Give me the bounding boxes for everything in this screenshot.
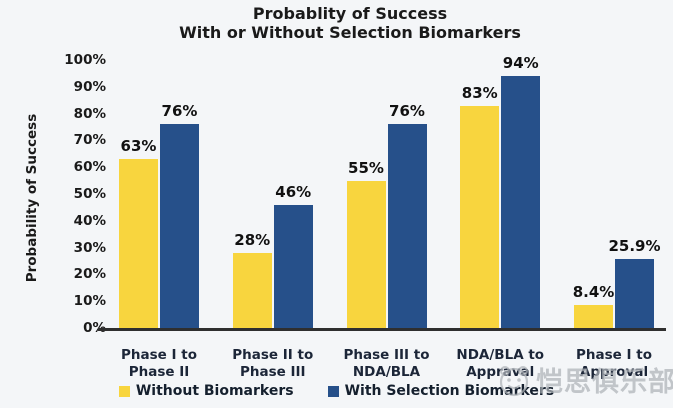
y-tick-label: 20%: [73, 266, 106, 283]
x-category-label: Phase III to NDA/BLA: [343, 347, 430, 380]
y-tick-label: 100%: [64, 52, 106, 68]
bar-with-biomarkers: [501, 76, 541, 328]
x-axis-line: [98, 328, 666, 331]
chart-title: Probablity of Success With or Without Se…: [26, 4, 673, 42]
legend-item-without-biomarkers: Without Biomarkers: [118, 383, 294, 399]
y-axis-title: Probability of Success: [24, 113, 40, 283]
bar-value-label: 55%: [348, 159, 384, 177]
bar-value-label: 63%: [120, 137, 157, 155]
y-tick-label: 30%: [73, 239, 106, 256]
bar-value-label: 46%: [275, 183, 312, 201]
x-category-label: Phase II to Phase III: [232, 347, 314, 380]
bar-without-biomarkers: [119, 159, 158, 328]
bar-value-label: 8.4%: [572, 283, 615, 301]
legend-swatch-yellow: [118, 385, 130, 397]
bar-with-biomarkers: [387, 124, 427, 328]
y-tick-label: 40%: [73, 212, 106, 229]
x-category-label: Phase I to Phase II: [121, 347, 197, 380]
bar-value-label: 28%: [234, 231, 271, 249]
y-tick-label: 90%: [73, 78, 106, 95]
bar-with-biomarkers: [273, 205, 313, 328]
watermark-text: 恺思俱乐部: [536, 367, 673, 398]
club-face-logo-icon: [499, 365, 529, 396]
bar-value-label: 83%: [461, 84, 498, 102]
bar-with-biomarkers: [160, 124, 199, 328]
y-tick-label: 70%: [73, 132, 106, 149]
bar-value-label: 25.9%: [608, 237, 661, 255]
chart-title-line1: Probablity of Success: [252, 4, 448, 23]
y-tick-label: 0%: [83, 320, 106, 336]
bar-value-label: 94%: [502, 54, 539, 72]
legend-swatch-blue: [327, 385, 339, 397]
chart-title-line2: With or Without Selection Biomarkers: [179, 23, 521, 42]
watermark: 恺思俱乐部: [496, 360, 673, 399]
y-tick-label: 60%: [73, 159, 106, 176]
y-tick-label: 50%: [73, 186, 106, 202]
y-tick-label: 80%: [73, 105, 106, 122]
bar-value-label: 76%: [161, 102, 198, 120]
bar-with-biomarkers: [615, 259, 654, 328]
bar-without-biomarkers: [232, 253, 272, 328]
bar-without-biomarkers: [574, 305, 613, 328]
bar-without-biomarkers: [460, 106, 500, 328]
bar-without-biomarkers: [346, 181, 386, 328]
y-tick-label: 10%: [73, 293, 106, 310]
bar-value-label: 76%: [389, 102, 425, 120]
legend-label: Without Biomarkers: [135, 383, 294, 399]
x-category-label: Phase I to Approval: [576, 347, 652, 380]
